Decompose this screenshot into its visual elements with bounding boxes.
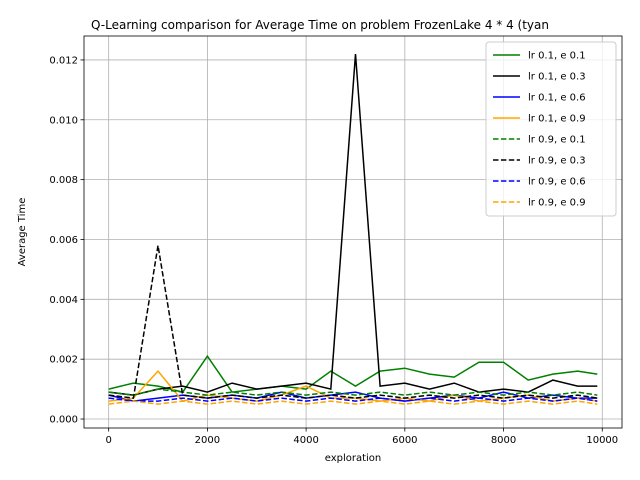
series-line-5 xyxy=(108,388,598,396)
y-tick-label: 0.002 xyxy=(49,355,78,366)
y-axis: 0.000 0.002 0.004 0.006 0.008 0.010 0.012 xyxy=(49,55,84,426)
legend-entry: lr 0.9, e 0.6 xyxy=(528,177,586,188)
legend-entry: lr 0.1, e 0.3 xyxy=(528,72,586,83)
series-line-2 xyxy=(108,53,598,396)
legend: lr 0.1, e 0.1 lr 0.1, e 0.3 lr 0.1, e 0.6 l… xyxy=(485,41,617,217)
series-line-6 xyxy=(108,245,598,399)
x-tick-label: 4000 xyxy=(293,435,318,446)
y-tick-label: 0.004 xyxy=(49,295,78,306)
series-line-8 xyxy=(108,400,598,405)
legend-entry: lr 0.9, e 0.1 xyxy=(528,135,586,146)
x-tick-label: 6000 xyxy=(392,435,417,446)
y-tick-label: 0.010 xyxy=(49,115,78,126)
legend-entry: lr 0.9, e 0.9 xyxy=(528,198,586,209)
x-axis: 0 2000 4000 6000 8000 10000 xyxy=(105,428,618,446)
series-layer xyxy=(108,53,598,405)
plot-frame xyxy=(83,35,623,429)
y-tick-label: 0.012 xyxy=(49,55,78,66)
legend-entry: lr 0.1, e 0.1 xyxy=(528,51,586,62)
chart-title: Q-Learning comparison for Average Time o… xyxy=(91,18,549,32)
y-tick-label: 0.000 xyxy=(49,415,78,426)
legend-entry: lr 0.9, e 0.3 xyxy=(528,156,586,167)
x-tick-label: 2000 xyxy=(195,435,220,446)
x-tick-label: 10000 xyxy=(586,435,618,446)
legend-entry: lr 0.1, e 0.6 xyxy=(528,93,586,104)
y-tick-label: 0.008 xyxy=(49,175,78,186)
legend-box xyxy=(485,41,617,217)
x-tick-label: 8000 xyxy=(491,435,516,446)
x-tick-label: 0 xyxy=(105,435,111,446)
legend-entry: lr 0.1, e 0.9 xyxy=(528,114,586,125)
x-axis-label: exploration xyxy=(325,453,382,464)
y-tick-label: 0.006 xyxy=(49,235,78,246)
series-line-1 xyxy=(108,354,598,393)
y-axis-label: Average Time xyxy=(17,198,28,267)
series-line-7 xyxy=(108,397,598,402)
